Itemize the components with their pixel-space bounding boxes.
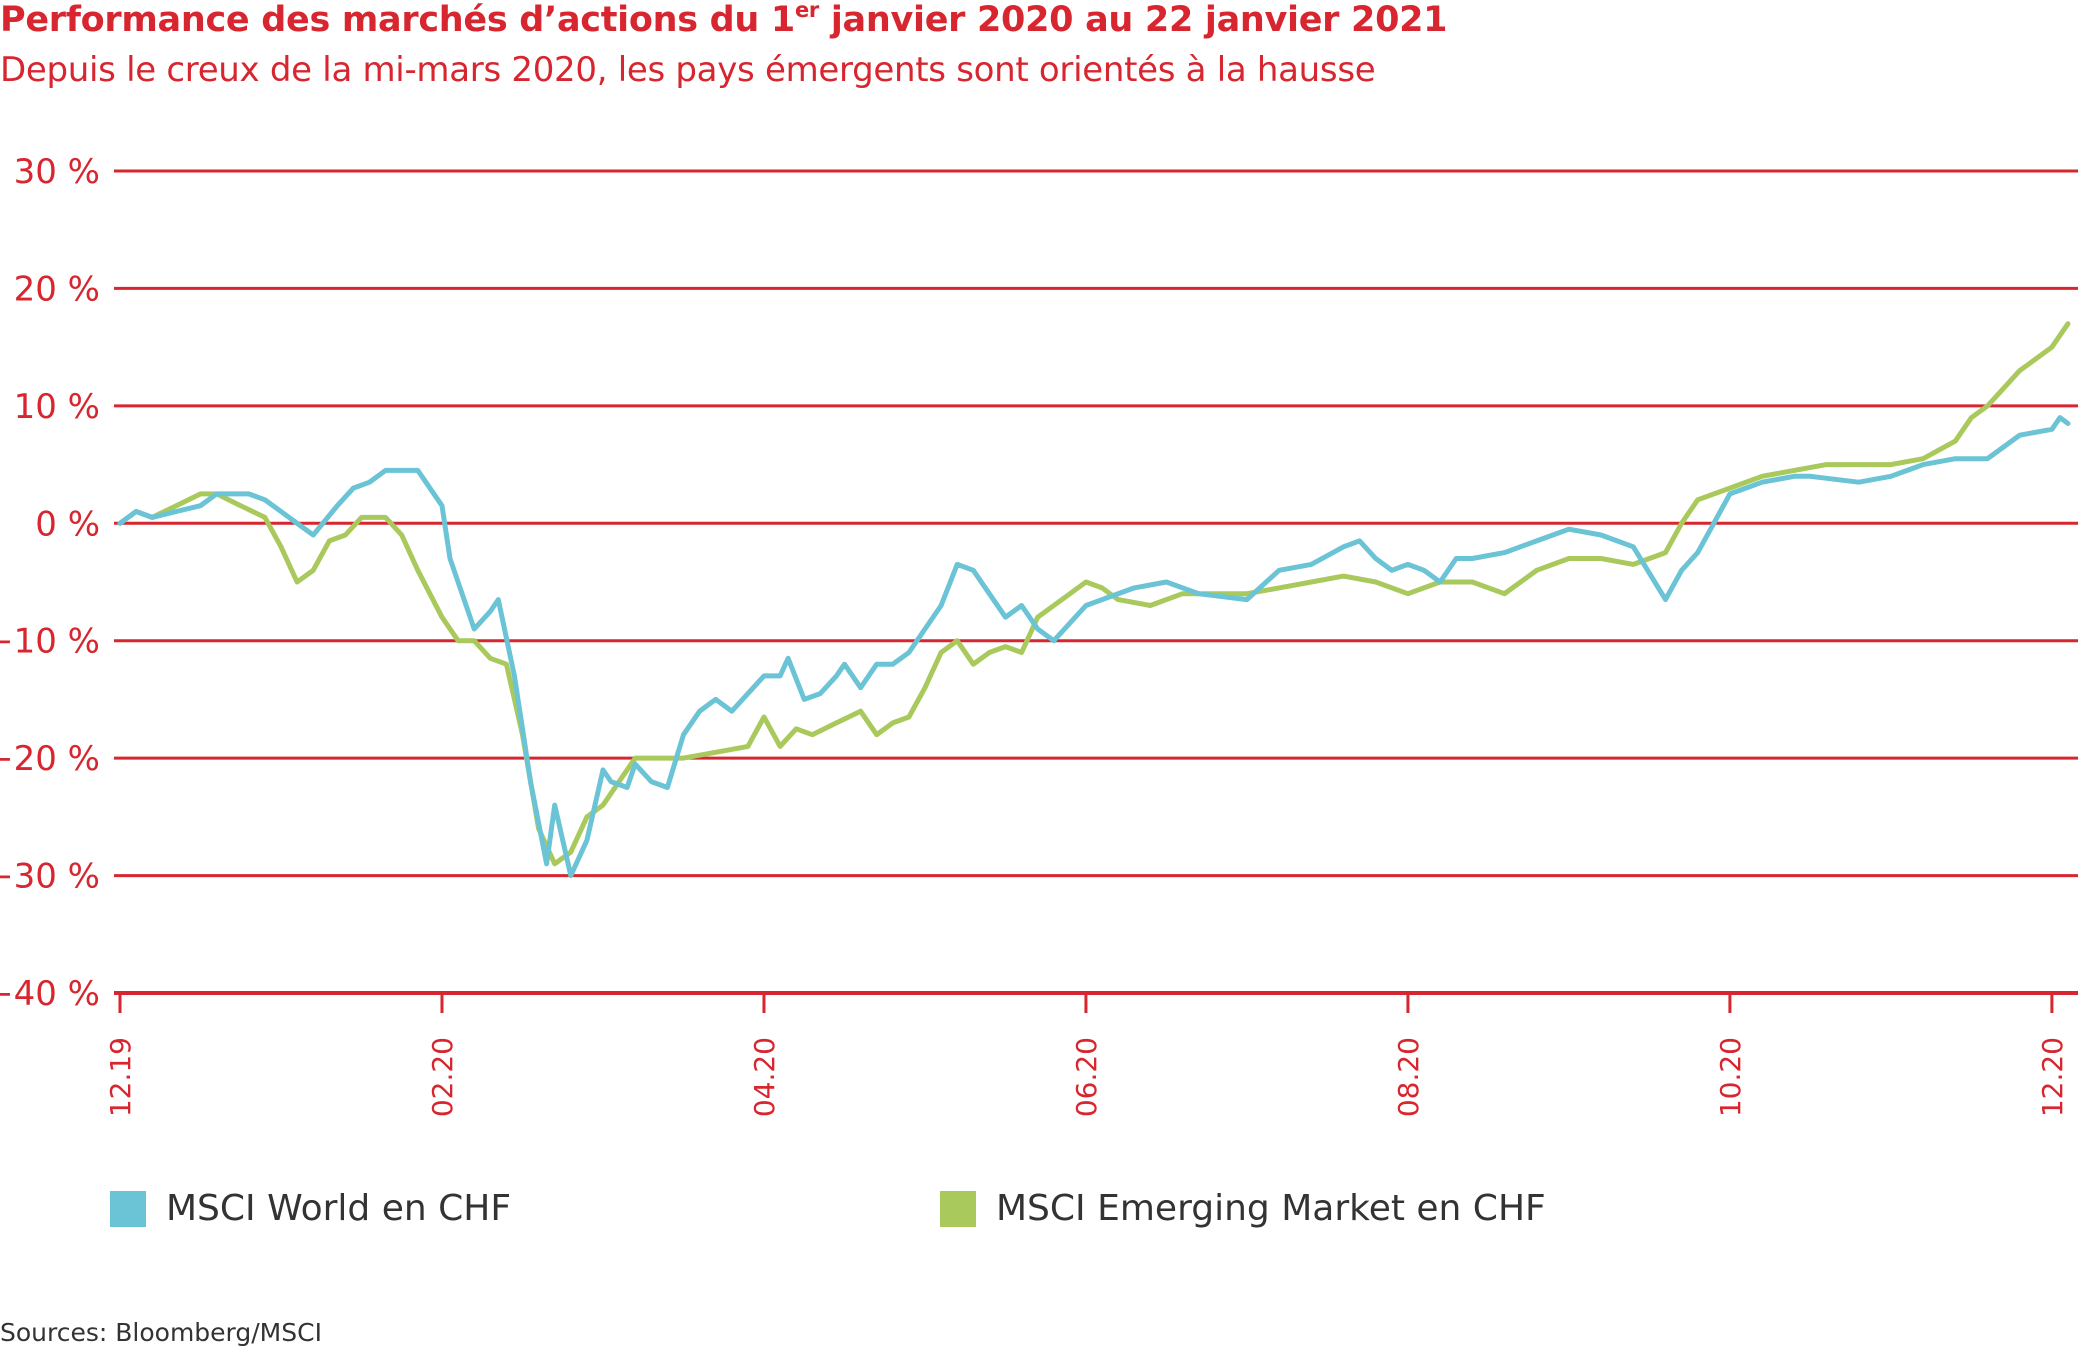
- legend-swatch-emerging: [940, 1190, 976, 1227]
- y-tick-label: −30 %: [0, 857, 100, 897]
- title-main: Performance des marchés d’actions du 1: [0, 0, 795, 40]
- x-axis: 12.19 02.20 04.20 06.20 08.20 10.20 12.20: [104, 991, 2069, 1117]
- y-tick-label: −20 %: [0, 739, 100, 779]
- x-tick-label: 10.20: [1714, 1037, 1747, 1117]
- chart-subtitle: Depuis le creux de la mi-mars 2020, les …: [0, 50, 1376, 90]
- x-tick-label: 04.20: [748, 1037, 781, 1117]
- x-tick-label: 06.20: [1070, 1037, 1103, 1117]
- source-note: Sources: Bloomberg/MSCI: [0, 1318, 322, 1347]
- chart-title: Performance des marchés d’actions du 1er…: [0, 0, 1448, 40]
- title-superscript: er: [794, 0, 819, 22]
- legend-label-emerging: MSCI Emerging Market en CHF: [996, 1188, 1546, 1229]
- x-tick-label: 02.20: [426, 1037, 459, 1117]
- y-tick-label: 0 %: [35, 504, 100, 544]
- title-rest: janvier 2020 au 22 janvier 2021: [818, 0, 1448, 40]
- y-tick-label: −10 %: [0, 622, 100, 662]
- y-tick-label: 30 %: [14, 152, 100, 192]
- y-tick-label: 10 %: [14, 387, 100, 427]
- series-line-world: [117, 415, 2071, 879]
- series-line-emerging: [117, 321, 2071, 867]
- gridlines: [114, 169, 2078, 995]
- legend-item-emerging: MSCI Emerging Market en CHF: [940, 1188, 1546, 1229]
- series-lines: [117, 321, 2071, 879]
- x-tick-label: 12.19: [104, 1037, 137, 1117]
- y-axis-tick-labels: 30 % 20 % 10 % 0 % −10 % −20 % −30 % −40 %: [0, 152, 100, 1014]
- legend-label-world: MSCI World en CHF: [166, 1188, 512, 1229]
- y-tick-label: −40 %: [0, 974, 100, 1014]
- legend-swatch-world: [110, 1190, 146, 1227]
- x-tick-label: 12.20: [2036, 1037, 2069, 1117]
- legend-item-world: MSCI World en CHF: [110, 1188, 511, 1229]
- y-tick-label: 20 %: [14, 269, 100, 309]
- x-tick-label: 08.20: [1392, 1037, 1425, 1117]
